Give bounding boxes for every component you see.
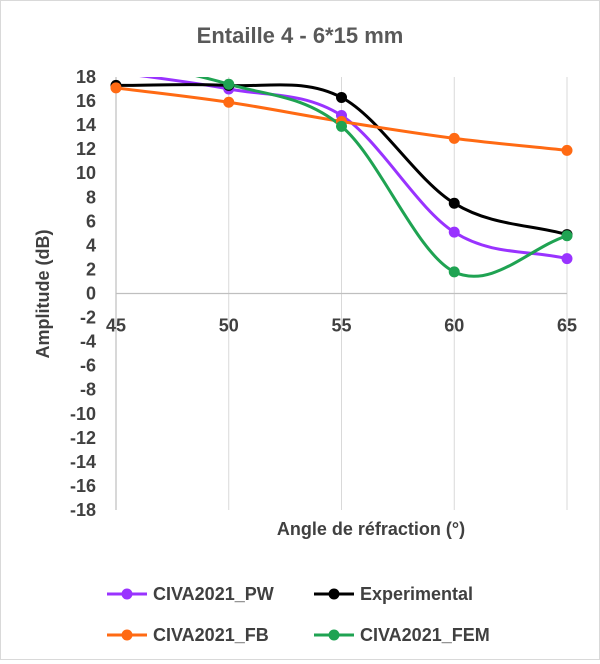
y-tick-label: 6 xyxy=(86,211,96,231)
data-point xyxy=(223,78,235,90)
legend-marker-0 xyxy=(121,588,133,600)
y-tick-label: -6 xyxy=(80,356,96,376)
y-tick-label: 16 xyxy=(76,91,96,111)
data-point xyxy=(448,132,460,144)
y-tick-label: -8 xyxy=(80,380,96,400)
y-axis-title: Amplitude (dB) xyxy=(33,230,53,359)
x-tick-label: 55 xyxy=(331,316,351,336)
y-tick-label: 10 xyxy=(76,163,96,183)
y-tick-label: -2 xyxy=(80,308,96,328)
tick-labels: 18 16 14 12 10 8 6 4 2 0 -2 -4 -6 -8 -10 -12 -14 -16 -18 45… xyxy=(70,67,577,520)
data-point xyxy=(223,96,235,108)
x-tick-label: 50 xyxy=(219,316,239,336)
y-tick-label: 12 xyxy=(76,139,96,159)
y-tick-label: -18 xyxy=(70,500,96,520)
x-tick-label: 60 xyxy=(444,316,464,336)
y-tick-label: -12 xyxy=(70,428,96,448)
data-point xyxy=(561,230,573,242)
y-tick-label: -10 xyxy=(70,404,96,424)
y-tick-label: 14 xyxy=(76,115,96,135)
legend: CIVA2021_PW Experimental CIVA2021_FB CIVA20… xyxy=(107,584,490,645)
y-tick-label: -14 xyxy=(70,452,96,472)
series-markers xyxy=(110,78,573,278)
y-tick-label: 8 xyxy=(86,187,96,207)
legend-label-0: CIVA2021_PW xyxy=(153,584,274,604)
legend-label-1: Experimental xyxy=(360,584,473,604)
y-tick-label: 0 xyxy=(86,284,96,304)
x-tick-label: 45 xyxy=(106,316,126,336)
legend-marker-1 xyxy=(328,588,340,600)
data-point xyxy=(448,266,460,278)
y-tick-label: 18 xyxy=(76,67,96,87)
chart-title: Entaille 4 - 6*15 mm xyxy=(197,23,404,48)
data-point xyxy=(448,226,460,238)
y-tick-label: -4 xyxy=(80,332,96,352)
data-point xyxy=(336,91,347,103)
data-point xyxy=(336,120,347,132)
legend-marker-2 xyxy=(121,629,133,641)
y-tick-label: -16 xyxy=(70,476,96,496)
y-tick-label: 2 xyxy=(86,259,96,279)
legend-label-3: CIVA2021_FEM xyxy=(360,625,490,645)
y-tick-label: 4 xyxy=(86,235,96,255)
legend-marker-3 xyxy=(328,629,340,641)
axes xyxy=(115,77,567,510)
data-point xyxy=(448,197,460,209)
x-tick-label: 65 xyxy=(557,316,577,336)
data-point xyxy=(561,144,573,156)
x-axis-title: Angle de réfraction (°) xyxy=(277,519,465,539)
series-line-3 xyxy=(195,77,567,278)
legend-label-2: CIVA2021_FB xyxy=(153,625,269,645)
data-point xyxy=(561,253,573,265)
data-point xyxy=(110,82,122,94)
